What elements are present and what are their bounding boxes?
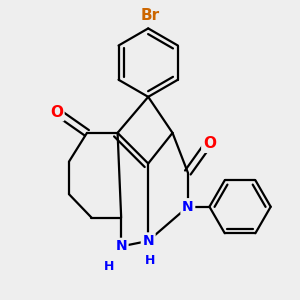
Text: O: O: [203, 136, 216, 151]
Text: O: O: [50, 105, 63, 120]
Text: Br: Br: [140, 8, 160, 23]
Text: N: N: [182, 200, 194, 214]
Text: H: H: [103, 260, 114, 273]
Text: H: H: [145, 254, 155, 267]
Text: N: N: [142, 234, 154, 248]
Text: N: N: [116, 239, 127, 254]
